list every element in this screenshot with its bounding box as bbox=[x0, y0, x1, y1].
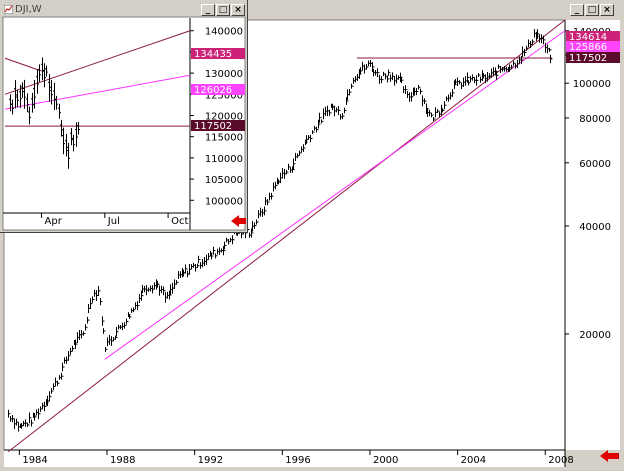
inset-restore-button[interactable]: □ bbox=[216, 4, 230, 16]
y-tick-label: 40000 bbox=[579, 222, 611, 233]
inset-chart-window: DJI,W _ □ × 1400001350001300001250001200… bbox=[0, 0, 248, 233]
x-tick-label: 2004 bbox=[461, 455, 486, 466]
inset-x-tick-label: Jul bbox=[107, 216, 120, 227]
price-label-box bbox=[566, 31, 620, 42]
inset-chart: 1400001350001300001250001200001150001100… bbox=[2, 16, 246, 231]
inset-y-tick-label: 130000 bbox=[205, 69, 243, 80]
inset-price-bars bbox=[9, 57, 80, 169]
inset-y-tick-label: 110000 bbox=[205, 154, 243, 165]
x-tick-label: 1984 bbox=[22, 455, 47, 466]
inset-title: DJI,W bbox=[15, 4, 42, 15]
y-tick-label: 20000 bbox=[579, 330, 611, 341]
inset-price-label-box bbox=[191, 48, 245, 59]
y-tick-label: 100000 bbox=[573, 79, 611, 90]
x-tick-label: 1992 bbox=[198, 455, 223, 466]
close-button[interactable]: × bbox=[600, 4, 614, 16]
x-tick-label: 1996 bbox=[285, 455, 310, 466]
inset-minimize-button[interactable]: _ bbox=[201, 4, 215, 16]
inset-y-tick-label: 105000 bbox=[205, 175, 243, 186]
rising-support-maroon bbox=[8, 19, 566, 453]
price-label-box bbox=[566, 52, 620, 63]
rising-support-magenta bbox=[104, 30, 566, 360]
inset-falling-resistance bbox=[4, 57, 42, 72]
inset-y-tick-label: 125000 bbox=[205, 90, 243, 101]
inset-y-tick-label: 140000 bbox=[205, 27, 243, 38]
restore-button[interactable]: □ bbox=[585, 4, 599, 16]
inset-x-tick-label: Apr bbox=[45, 216, 63, 227]
price-bars bbox=[8, 29, 553, 432]
price-label-117502: 117502 bbox=[569, 53, 607, 64]
minimize-button[interactable]: _ bbox=[570, 4, 584, 16]
inset-left-arrow-icon bbox=[231, 215, 246, 227]
y-tick-label: 80000 bbox=[579, 114, 611, 125]
main-window-controls: _ □ × bbox=[570, 4, 614, 16]
inset-close-button[interactable]: × bbox=[231, 4, 245, 16]
x-tick-label: 1988 bbox=[110, 455, 135, 466]
left-arrow-icon bbox=[600, 450, 619, 462]
inset-rising-magenta bbox=[4, 74, 191, 110]
y-tick-label: 60000 bbox=[579, 159, 611, 170]
chart-icon bbox=[4, 5, 13, 14]
price-label-125866: 125866 bbox=[569, 42, 607, 53]
main-price-axis bbox=[565, 20, 620, 450]
inset-rising-maroon bbox=[4, 30, 191, 95]
inset-y-tick-label: 100000 bbox=[205, 196, 243, 207]
x-tick-label: 2000 bbox=[373, 455, 398, 466]
inset-y-tick-label: 115000 bbox=[205, 133, 243, 144]
inset-y-tick-label: 120000 bbox=[205, 112, 243, 123]
inset-price-label-box bbox=[191, 120, 245, 131]
inset-price-label-117502: 117502 bbox=[194, 121, 232, 132]
x-tick-label: 2008 bbox=[548, 455, 573, 466]
inset-window-controls: _ □ × bbox=[201, 4, 245, 16]
inset-price-label-box bbox=[191, 84, 245, 95]
inset-price-label-134435: 134435 bbox=[194, 49, 232, 60]
inset-price-label-126026: 126026 bbox=[194, 85, 232, 96]
price-label-134614: 134614 bbox=[569, 32, 607, 43]
main-time-axis bbox=[4, 450, 565, 467]
inset-title-bar[interactable]: DJI,W bbox=[3, 2, 245, 18]
price-label-box bbox=[566, 41, 620, 52]
inset-x-tick-label: Oct bbox=[171, 216, 188, 227]
